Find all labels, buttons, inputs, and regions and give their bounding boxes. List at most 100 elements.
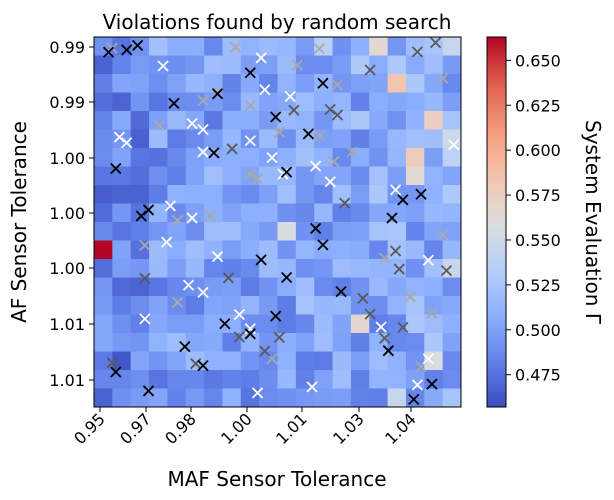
violation-marker bbox=[255, 52, 267, 64]
heatmap-cell bbox=[295, 203, 315, 223]
heatmap-cell bbox=[277, 333, 297, 352]
violation-marker bbox=[382, 345, 394, 357]
heatmap-cell bbox=[222, 388, 242, 408]
heatmap-cell bbox=[369, 148, 389, 167]
heatmap-cell bbox=[167, 296, 187, 315]
heatmap-cell bbox=[369, 277, 389, 297]
heatmap-cell bbox=[369, 222, 389, 241]
heatmap-cell bbox=[332, 37, 352, 56]
heatmap-cell bbox=[350, 37, 370, 56]
heatmap-cell bbox=[149, 259, 168, 278]
heatmap-cell bbox=[442, 222, 462, 241]
heatmap-cell bbox=[112, 240, 132, 260]
violation-marker bbox=[408, 393, 420, 405]
heatmap-cell bbox=[424, 111, 444, 130]
heatmap-cell bbox=[424, 129, 444, 149]
colorbar-tick-label: 0.475 bbox=[515, 366, 561, 385]
heatmap-cell bbox=[387, 314, 407, 334]
violation-marker bbox=[270, 111, 282, 123]
heatmap-cell bbox=[295, 185, 315, 204]
violation-marker bbox=[230, 41, 242, 53]
heatmap-cell bbox=[350, 277, 370, 297]
heatmap-cell bbox=[149, 314, 168, 334]
violation-marker bbox=[426, 307, 438, 319]
heatmap-cell bbox=[130, 185, 150, 204]
heatmap-cell bbox=[314, 351, 334, 371]
heatmap-cell bbox=[259, 240, 278, 260]
violation-marker bbox=[379, 332, 391, 344]
heatmap-cell bbox=[240, 296, 260, 315]
heatmap-cell bbox=[204, 314, 223, 334]
violation-marker bbox=[197, 94, 209, 107]
heatmap-cell bbox=[259, 388, 278, 408]
heatmap-cell bbox=[442, 185, 462, 204]
heatmap-cell bbox=[442, 277, 462, 297]
heatmap-cell bbox=[185, 314, 205, 334]
heatmap-cell bbox=[369, 203, 389, 223]
heatmap-cell bbox=[94, 222, 113, 241]
heatmap-cell bbox=[259, 333, 278, 352]
heatmap-cell bbox=[94, 240, 113, 260]
heatmap-cell bbox=[405, 55, 425, 75]
heatmap-cell bbox=[130, 166, 150, 186]
heatmap-cell bbox=[369, 370, 389, 389]
heatmap-cell bbox=[204, 277, 223, 297]
heatmap-cell bbox=[259, 203, 278, 223]
violation-marker bbox=[379, 252, 391, 264]
heatmap-cell bbox=[424, 166, 444, 186]
heatmap-cell bbox=[295, 333, 315, 352]
heatmap-cell bbox=[387, 92, 407, 112]
violation-marker bbox=[331, 109, 344, 121]
y-tick-label: 0.99 bbox=[49, 38, 85, 57]
violation-marker bbox=[197, 146, 209, 158]
heatmap-cell bbox=[259, 222, 278, 241]
x-axis-label: MAF Sensor Tolerance bbox=[167, 467, 386, 491]
heatmap-cell bbox=[240, 37, 260, 56]
heatmap-cell bbox=[185, 333, 205, 352]
heatmap-cell bbox=[387, 222, 407, 241]
heatmap-cell bbox=[424, 388, 444, 408]
heatmap-cell bbox=[350, 314, 370, 334]
heatmap-cell bbox=[277, 351, 297, 371]
heatmap-cell bbox=[332, 92, 352, 112]
heatmap-cell bbox=[185, 222, 205, 241]
heatmap-cell bbox=[295, 296, 315, 315]
violation-marker bbox=[422, 254, 434, 266]
heatmap-cell bbox=[240, 74, 260, 93]
heatmap-cell bbox=[167, 185, 187, 204]
heatmap-cell bbox=[112, 148, 132, 167]
heatmap-cell bbox=[167, 240, 187, 260]
colorbar-tick-label: 0.500 bbox=[515, 321, 561, 340]
heatmap-cell bbox=[442, 55, 462, 75]
heatmap-cell bbox=[314, 333, 334, 352]
heatmap-cell bbox=[277, 314, 297, 334]
heatmap-cell bbox=[222, 351, 242, 371]
violation-marker bbox=[222, 272, 235, 284]
y-tick-label: 1.00 bbox=[49, 149, 85, 168]
violation-marker bbox=[197, 359, 209, 372]
heatmap-cell bbox=[94, 203, 113, 223]
heatmap-cell bbox=[277, 240, 297, 260]
heatmap-cell bbox=[94, 314, 113, 334]
heatmap-cell bbox=[149, 351, 168, 371]
heatmap-cell bbox=[277, 55, 297, 75]
violation-marker bbox=[411, 379, 424, 391]
heatmap-cell bbox=[240, 111, 260, 130]
heatmap-cell bbox=[112, 55, 132, 75]
violation-marker bbox=[331, 79, 344, 91]
heatmap-cell bbox=[369, 129, 389, 149]
violation-marker bbox=[375, 321, 387, 333]
violation-marker bbox=[386, 212, 398, 224]
violation-marker bbox=[310, 160, 322, 172]
heatmap-cell bbox=[94, 277, 113, 297]
heatmap-cell bbox=[149, 296, 168, 315]
heatmap-cell bbox=[405, 240, 425, 260]
violation-marker bbox=[121, 44, 133, 56]
heatmap-cell bbox=[130, 55, 150, 75]
y-tick-label: 0.99 bbox=[49, 93, 85, 112]
violation-marker bbox=[135, 210, 147, 222]
heatmap-cell bbox=[442, 296, 462, 315]
violation-marker bbox=[302, 128, 315, 140]
violation-marker bbox=[164, 200, 176, 212]
heatmap-cell bbox=[442, 240, 462, 260]
